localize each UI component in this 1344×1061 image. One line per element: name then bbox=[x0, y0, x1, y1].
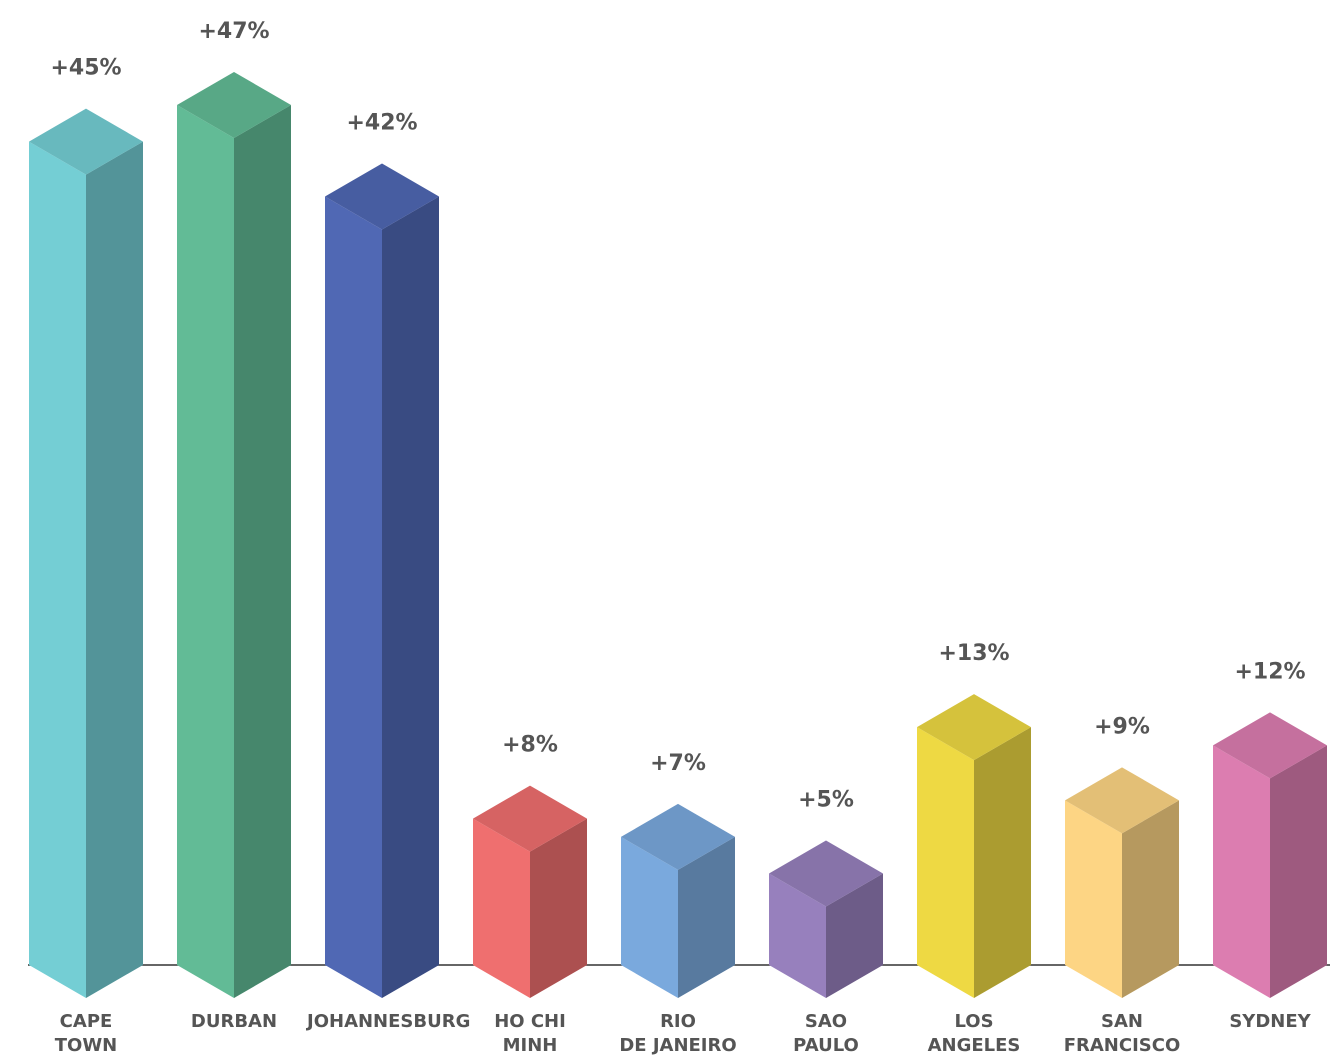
value-label: +12% bbox=[1234, 659, 1305, 684]
value-label: +47% bbox=[198, 19, 269, 44]
bar-left-face bbox=[769, 873, 826, 998]
bar-right-face bbox=[234, 105, 291, 998]
bar-right-shade bbox=[86, 141, 143, 998]
bar-right-shade bbox=[826, 873, 883, 998]
bar-left-face bbox=[177, 105, 234, 998]
bar-left-face bbox=[473, 818, 530, 998]
bar-left-face bbox=[621, 836, 678, 998]
bar-right-shade bbox=[974, 727, 1031, 998]
value-label: +9% bbox=[1094, 714, 1150, 739]
bar-right-face bbox=[974, 727, 1031, 998]
bar-top-shade bbox=[1065, 767, 1179, 834]
bar-right-shade bbox=[382, 196, 439, 998]
bar-top bbox=[917, 694, 1031, 761]
bar-top bbox=[177, 72, 291, 138]
bar-top-shade bbox=[325, 163, 439, 230]
bar-right-face bbox=[826, 873, 883, 998]
bar-top bbox=[29, 108, 143, 175]
bar-top-shade bbox=[917, 694, 1031, 761]
bar-right-face bbox=[678, 836, 735, 998]
bar-top bbox=[621, 803, 735, 870]
bar-left-face bbox=[29, 141, 86, 998]
bar-left-face bbox=[325, 196, 382, 998]
category-label: CAPE TOWN bbox=[54, 1011, 118, 1056]
bar-right-face bbox=[530, 818, 587, 998]
bar-right-face bbox=[1122, 800, 1179, 998]
category-label: HO CHI MINH bbox=[494, 1011, 566, 1056]
bar-right-shade bbox=[1270, 745, 1327, 998]
category-label: SAO PAULO bbox=[793, 1011, 859, 1056]
bar-top bbox=[325, 163, 439, 230]
bar-right-shade bbox=[530, 818, 587, 998]
bar-top bbox=[1213, 712, 1327, 779]
bar-left-face bbox=[1213, 745, 1270, 998]
value-label: +7% bbox=[650, 751, 706, 776]
bar-top bbox=[473, 785, 587, 852]
category-label: LOS ANGELES bbox=[927, 1011, 1021, 1056]
category-label: JOHANNESBURG bbox=[307, 1011, 471, 1032]
bar-right-shade bbox=[678, 836, 735, 998]
value-label: +5% bbox=[798, 788, 854, 813]
category-label: DURBAN bbox=[190, 1011, 278, 1032]
bar-right-shade bbox=[234, 105, 291, 998]
value-label: +42% bbox=[346, 110, 417, 135]
bar-top-shade bbox=[1213, 712, 1327, 779]
category-label: SAN FRANCISCO bbox=[1063, 1011, 1181, 1056]
bar-left-face bbox=[1065, 800, 1122, 998]
bar-right-face bbox=[1270, 745, 1327, 998]
category-label: SYDNEY bbox=[1229, 1011, 1311, 1032]
bar-top-shade bbox=[29, 108, 143, 175]
bar-right-face bbox=[86, 141, 143, 998]
value-label: +13% bbox=[938, 641, 1009, 666]
bar-top-shade bbox=[769, 840, 883, 907]
bar-top-shade bbox=[473, 785, 587, 852]
category-label: RIO DE JANEIRO bbox=[619, 1011, 737, 1056]
bar-top bbox=[769, 840, 883, 907]
bar-top-shade bbox=[177, 72, 291, 138]
bar-top bbox=[1065, 767, 1179, 834]
bar-top-shade bbox=[621, 803, 735, 870]
bar-right-shade bbox=[1122, 800, 1179, 998]
bar-left-face bbox=[917, 727, 974, 998]
value-label: +8% bbox=[502, 733, 558, 758]
bar-right-face bbox=[382, 196, 439, 998]
value-label: +45% bbox=[50, 56, 121, 81]
